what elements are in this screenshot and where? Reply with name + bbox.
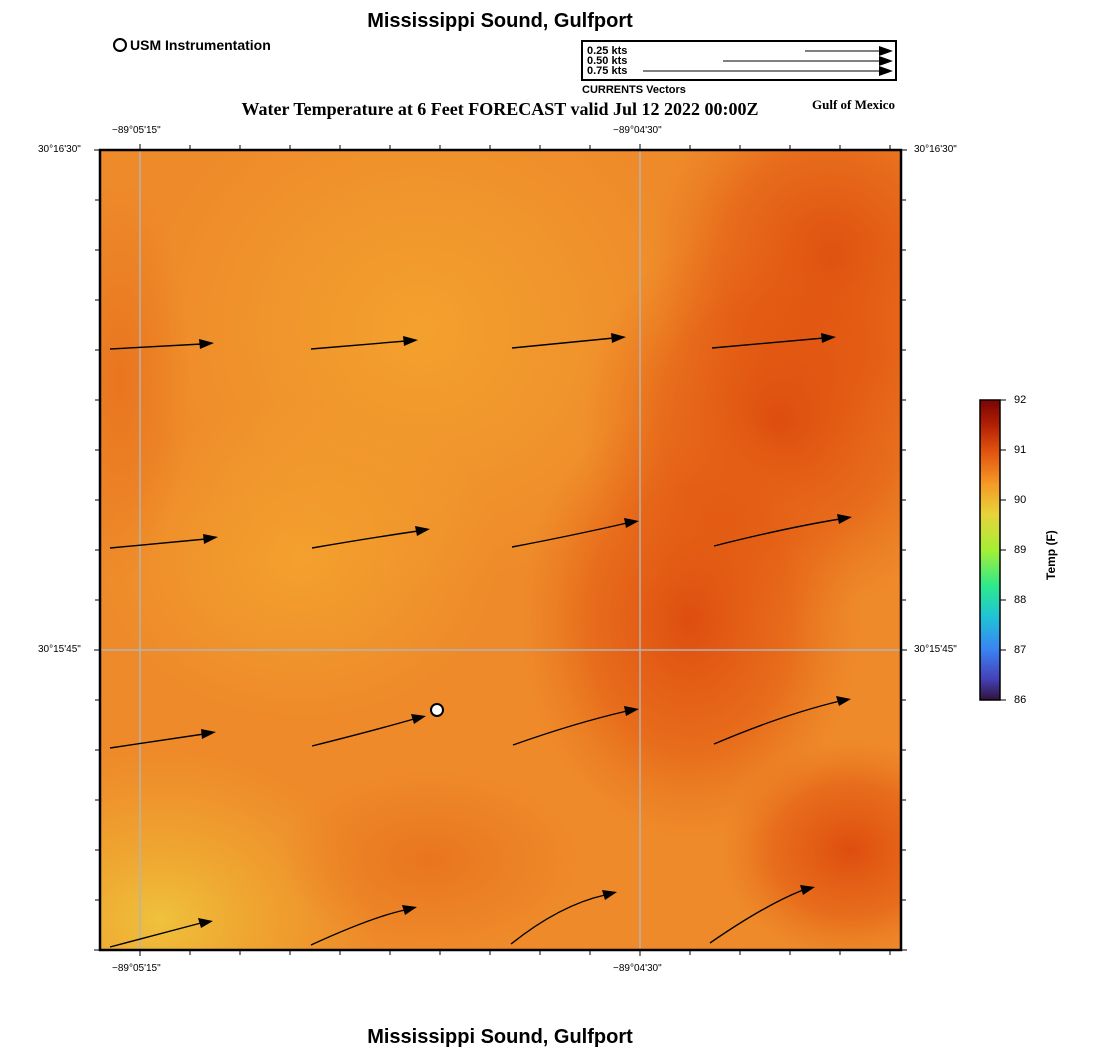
- map-header-title: Mississippi Sound, Gulfport: [367, 10, 633, 32]
- temperature-field: [100, 150, 901, 950]
- colorbar-label: 88: [1014, 594, 1027, 606]
- vector-key-label-1: 0.25 kts: [587, 45, 628, 57]
- frame-ticks: [94, 144, 907, 956]
- current-vector-heads: [198, 333, 852, 928]
- lon-tick-top-1: −89°05'15": [112, 125, 161, 136]
- map-title: Water Temperature at 6 Feet FORECAST val…: [241, 99, 759, 119]
- lat-tick-left-2: 30°15'45": [38, 644, 81, 655]
- graticule: [100, 150, 901, 950]
- region-label: Gulf of Mexico: [812, 97, 896, 112]
- lat-tick-left-1: 30°16'30": [38, 144, 81, 155]
- colorbar-label: 87: [1014, 644, 1027, 656]
- usm-legend-label: USM Instrumentation: [130, 37, 271, 53]
- colorbar-ticks: [1000, 399, 1006, 701]
- lon-tick-bottom-2: −89°04'30": [613, 963, 662, 974]
- vector-key-box: 0.25 kts 0.50 kts 0.75 kts: [581, 40, 897, 81]
- vector-key-label-2: 0.50 kts: [587, 55, 628, 67]
- usm-legend: USM Instrumentation: [113, 37, 271, 53]
- usm-station-marker[interactable]: [430, 703, 444, 717]
- colorbar-label: 92: [1014, 394, 1027, 406]
- colorbar-label: 89: [1014, 544, 1027, 556]
- lat-tick-right-2: 30°15'45": [914, 644, 957, 655]
- vector-key-caption: CURRENTS Vectors: [582, 84, 686, 96]
- usm-marker-icon: [113, 38, 127, 52]
- vector-key-label-3: 0.75 kts: [587, 65, 628, 77]
- colorbar-label: 86: [1014, 694, 1027, 706]
- colorbar: [979, 399, 1001, 701]
- colorbar-label: 90: [1014, 494, 1027, 506]
- colorbar-label: 91: [1014, 444, 1027, 456]
- vector-key-arrows: [643, 46, 893, 76]
- lon-tick-bottom-1: −89°05'15": [112, 963, 161, 974]
- colorbar-title: Temp (F): [1044, 530, 1058, 580]
- lon-tick-top-2: −89°04'30": [613, 125, 662, 136]
- map-footer-title: Mississippi Sound, Gulfport: [367, 1026, 633, 1048]
- current-vectors: [109, 337, 841, 948]
- lat-tick-right-1: 30°16'30": [914, 144, 957, 155]
